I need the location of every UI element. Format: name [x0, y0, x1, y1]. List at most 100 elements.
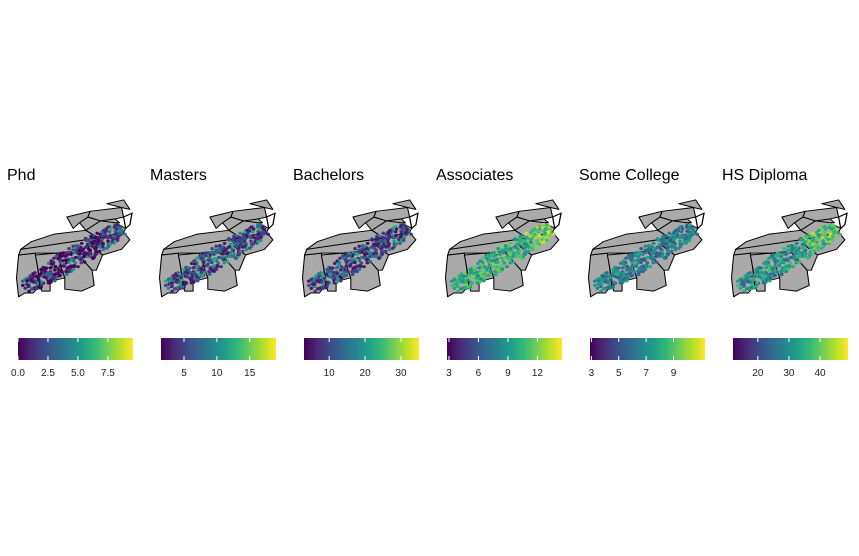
county-point — [192, 262, 197, 266]
county-point — [515, 247, 520, 251]
county-point — [383, 239, 387, 243]
county-point — [626, 254, 631, 258]
county-point — [82, 255, 86, 259]
county-point — [203, 251, 208, 255]
county-point — [362, 265, 366, 269]
county-point — [212, 258, 217, 262]
county-point — [476, 274, 481, 278]
county-point — [228, 242, 233, 246]
county-point — [535, 239, 539, 243]
county-point — [648, 265, 652, 269]
county-point — [229, 247, 234, 251]
county-point — [182, 268, 186, 272]
county-point — [105, 246, 109, 250]
county-point — [321, 274, 325, 278]
county-point — [314, 274, 319, 278]
county-point — [496, 268, 501, 272]
county-point — [651, 241, 656, 245]
county-point — [536, 230, 541, 234]
county-point — [647, 244, 651, 248]
county-point — [377, 256, 381, 260]
county-point — [680, 233, 684, 238]
panel-masters: Masters 5 10 15 — [143, 165, 286, 395]
county-point — [234, 256, 238, 260]
county-point — [205, 262, 210, 267]
county-point — [464, 274, 468, 278]
colorbar-legend: 10 20 30 — [304, 338, 419, 379]
county-point — [816, 247, 821, 252]
county-point — [832, 231, 837, 235]
colorbar-tick-label: 12 — [532, 368, 544, 379]
county-point — [351, 250, 356, 255]
colorbar-tick-label: 2.5 — [41, 368, 55, 379]
county-point — [695, 232, 699, 236]
county-point — [463, 285, 468, 290]
county-point — [222, 261, 227, 265]
county-point — [388, 228, 392, 233]
county-point — [249, 239, 253, 243]
county-point — [344, 258, 348, 262]
panel-hs-diploma: HS Diploma 20 30 40 — [715, 165, 858, 395]
county-point — [450, 283, 454, 288]
county-point — [319, 271, 323, 275]
state-new-york — [106, 199, 131, 210]
county-point — [225, 260, 230, 264]
county-point — [830, 223, 835, 227]
county-point — [793, 252, 797, 256]
county-point — [195, 279, 200, 283]
county-point — [614, 271, 619, 275]
county-point — [100, 230, 104, 235]
county-point — [97, 239, 101, 243]
county-point — [186, 266, 190, 270]
colorbar-tick-label: 7 — [643, 368, 649, 379]
county-point — [372, 247, 377, 251]
county-point — [666, 245, 670, 250]
county-point — [668, 236, 672, 240]
county-point — [237, 245, 241, 250]
county-point — [822, 230, 827, 234]
county-point — [401, 223, 406, 227]
county-point — [468, 268, 472, 272]
county-point — [496, 260, 500, 265]
county-point — [489, 251, 494, 255]
county-point — [320, 285, 325, 290]
county-point — [60, 251, 65, 255]
colorbar-tick-label: 6 — [476, 368, 482, 379]
county-point — [742, 289, 746, 293]
county-point — [471, 275, 476, 279]
county-point — [481, 268, 486, 272]
state-ohio — [781, 210, 806, 229]
county-point — [177, 280, 181, 284]
county-point — [799, 237, 804, 242]
county-point — [475, 261, 480, 265]
county-point — [479, 277, 483, 281]
county-point — [62, 262, 67, 267]
county-point — [806, 256, 810, 260]
county-point — [790, 244, 794, 248]
county-point — [463, 280, 467, 284]
county-point — [191, 266, 196, 270]
county-point — [524, 231, 529, 235]
county-point — [523, 245, 527, 250]
county-point — [459, 287, 463, 291]
county-point — [680, 242, 684, 246]
county-point — [353, 268, 358, 272]
colorbar-tick-label: 30 — [395, 368, 407, 379]
county-point — [84, 245, 89, 249]
county-point — [746, 280, 750, 284]
county-point — [534, 235, 539, 239]
county-point — [338, 279, 343, 283]
county-point — [800, 252, 805, 256]
county-point — [542, 232, 547, 236]
state-ohio — [638, 210, 663, 229]
county-point — [497, 264, 502, 269]
county-point — [186, 268, 190, 273]
county-point — [240, 239, 244, 243]
county-point — [599, 289, 603, 293]
county-point — [245, 228, 249, 233]
county-point — [329, 268, 333, 273]
county-point — [94, 252, 99, 256]
county-point — [200, 273, 205, 277]
colorbar-legend: 0.0 2.5 5.0 7.5 — [11, 338, 133, 379]
